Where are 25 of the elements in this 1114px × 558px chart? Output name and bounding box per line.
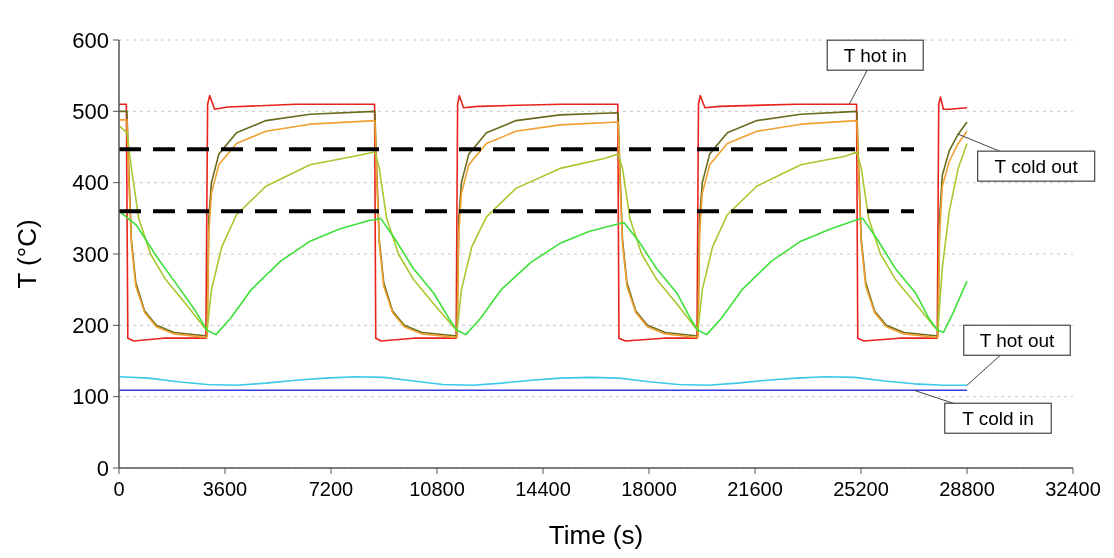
line-series [118,210,968,336]
y-tick-label: 300 [72,241,109,267]
y-tick-label: 600 [72,27,109,53]
annotation: T cold out [994,155,1079,177]
x-tick-label: 21600 [727,478,783,500]
x-tick-label: 3600 [202,478,248,500]
y-tick-label: 500 [72,99,109,125]
y-tick-label: 100 [72,384,109,410]
annotation: T cold in [962,407,1034,429]
y-axis-title: T (°C) [12,219,42,289]
line-series [118,375,968,387]
x-tick-label: 25200 [833,478,889,500]
x-tick-label: 32400 [1045,478,1101,500]
y-tick-label: 0 [96,455,109,481]
y-tick-label: 200 [72,313,109,339]
y-tick-label: 400 [72,170,109,196]
x-tick-label: 14400 [515,478,571,500]
x-tick-label: 28800 [939,478,995,500]
x-tick-label: 10800 [409,478,465,500]
x-tick-label: 0 [113,478,125,500]
x-tick-label: 7200 [308,478,354,500]
annotation: T hot out [979,329,1056,351]
x-tick-label: 18000 [621,478,677,500]
x-axis-title: Time (s) [548,520,644,550]
annotation: T hot in [843,44,907,66]
